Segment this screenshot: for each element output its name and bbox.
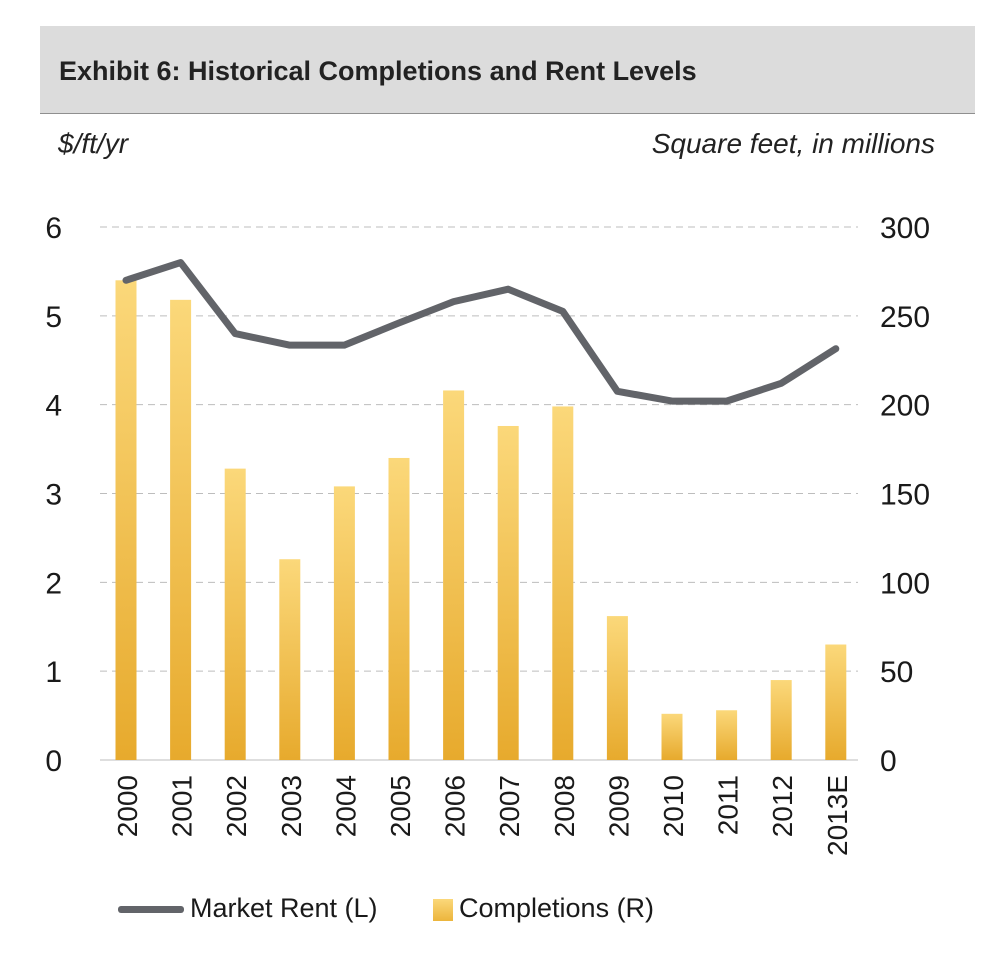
right-axis-tick: 0 — [880, 745, 897, 778]
right-axis-tick: 100 — [880, 567, 930, 600]
completions-bar — [825, 644, 847, 760]
completions-bar — [716, 710, 738, 760]
completions-bar — [661, 713, 683, 760]
left-axis-tick: 3 — [45, 479, 62, 512]
completions-bar — [333, 486, 355, 760]
left-axis-tick: 4 — [45, 390, 62, 423]
x-axis-tick: 2010 — [658, 775, 689, 837]
legend-label-market-rent: Market Rent (L) — [190, 893, 378, 923]
left-axis-caption: $/ft/yr — [58, 128, 129, 159]
completions-bar — [115, 280, 137, 760]
x-axis-tick: 2004 — [330, 775, 361, 837]
line-swatch-icon — [118, 906, 184, 914]
x-axis-tick: 2009 — [603, 775, 634, 837]
completions-bar — [388, 457, 410, 760]
completions-bar — [224, 468, 246, 760]
left-axis-tick: 2 — [45, 567, 62, 600]
legend-label-completions: Completions (R) — [459, 893, 655, 923]
right-axis-tick: 150 — [880, 479, 930, 512]
x-axis-tick: 2008 — [549, 775, 580, 837]
right-axis-caption: Square feet, in millions — [651, 128, 935, 159]
completions-bar — [552, 406, 574, 760]
completions-bars — [115, 280, 847, 760]
completions-bar — [443, 390, 465, 760]
x-axis-tick: 2003 — [276, 775, 307, 837]
completions-bar — [170, 299, 192, 760]
right-axis-tick: 300 — [880, 212, 930, 245]
right-axis-tick: 200 — [880, 390, 930, 423]
left-axis-tick: 6 — [45, 212, 62, 245]
x-axis-tick: 2006 — [440, 775, 471, 837]
title-bar: Exhibit 6: Historical Completions and Re… — [40, 26, 975, 114]
x-axis-tick: 2000 — [112, 775, 143, 837]
x-axis-tick: 2007 — [494, 775, 525, 837]
completions-bar — [279, 559, 301, 760]
bar-swatch-icon — [433, 898, 453, 921]
x-axis-tick: 2012 — [767, 775, 798, 837]
legend-item-completions: Completions (R) — [433, 893, 654, 929]
chart-title: Exhibit 6: Historical Completions and Re… — [59, 56, 697, 86]
right-axis-tick: 50 — [880, 656, 913, 689]
completions-bar — [497, 425, 519, 760]
x-axis-tick: 2013E — [822, 775, 853, 856]
x-axis-tick: 2001 — [167, 775, 198, 837]
market-rent-line-group — [122, 259, 840, 405]
legend-item-market-rent: Market Rent (L) — [118, 893, 378, 929]
left-axis-tick: 1 — [45, 656, 62, 689]
x-axis-tick: 2011 — [713, 775, 744, 835]
right-axis-tick: 250 — [880, 301, 930, 334]
x-axis-tick: 2005 — [385, 775, 416, 837]
completions-bar — [606, 616, 628, 760]
x-axis-tick: 2002 — [221, 775, 252, 837]
market-rent-line — [122, 259, 840, 405]
left-axis-tick: 0 — [45, 745, 62, 778]
left-axis-tick: 5 — [45, 301, 62, 334]
completions-bar — [770, 680, 792, 760]
